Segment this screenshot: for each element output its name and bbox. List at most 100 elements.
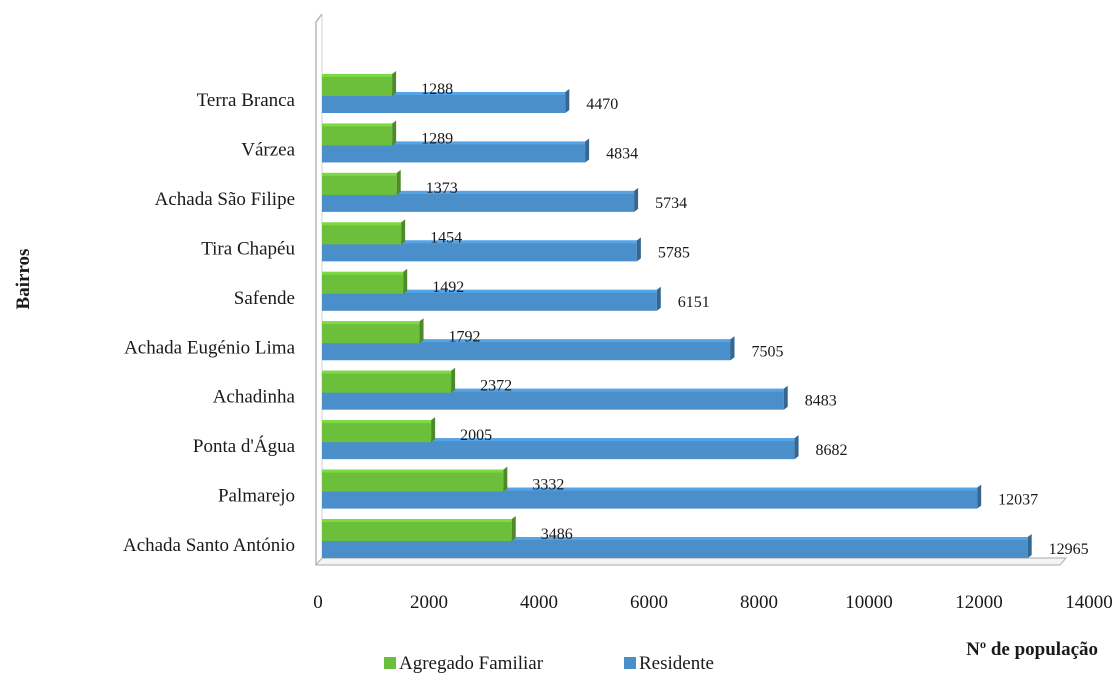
bar-side-residente [794,435,799,460]
data-label-residente: 8483 [805,393,837,410]
data-label-residente: 7505 [751,343,783,360]
bar-side-agregado [511,516,516,542]
category-label: Achadinha [213,387,296,408]
data-label-agregado: 3332 [532,477,564,494]
bar-agregado [322,74,393,96]
data-label-agregado: 1373 [426,180,458,197]
x-tick-label: 8000 [740,592,778,613]
bar-highlight-residente [322,339,731,343]
bar-highlight-agregado [322,370,452,374]
data-label-agregado: 2372 [480,378,512,395]
bar-highlight-agregado [322,420,432,424]
bar-side-residente [634,187,639,212]
bar-residente [322,487,978,509]
bars-group [322,71,1032,559]
data-label-agregado: 3486 [541,526,573,543]
bar-side-residente [730,336,735,361]
bar-side-residente [656,286,661,311]
data-label-residente: 5785 [658,244,690,261]
bar-agregado [322,271,404,294]
data-label-agregado: 1792 [449,328,481,345]
legend-label: Residente [639,653,714,674]
bar-highlight-residente [322,190,635,194]
data-label-residente: 6151 [678,294,710,311]
bar-side-residente [1027,534,1032,559]
bar-agregado [322,519,512,542]
bar-side-agregado [419,318,424,344]
bar-highlight-residente [322,388,784,392]
category-label: Terra Branca [197,90,296,111]
bar-side-residente [783,385,788,410]
bar-side-agregado [451,367,456,393]
category-label: Várzea [241,139,295,160]
x-axis-title: Nº de população [966,639,1098,660]
bar-residente [322,141,586,163]
bar-side-agregado [403,268,408,294]
bar-side-agregado [503,466,508,492]
bar-highlight-agregado [322,172,397,176]
bar-residente [322,438,795,460]
data-label-agregado: 1454 [430,229,462,246]
data-label-residente: 5734 [655,195,687,212]
bar-residente [322,190,635,212]
bar-agregado [322,420,432,443]
bar-residente [322,339,731,361]
bar-side-residente [977,484,982,509]
x-tick-label: 12000 [955,592,1003,613]
x-tick-label: 14000 [1065,592,1113,613]
bar-side-agregado [392,120,397,146]
x-tick-labels: 0 2000 4000 6000 8000 10000 12000 14000 [313,592,1113,613]
data-label-residente: 12965 [1049,541,1089,558]
bar-highlight-residente [322,289,657,293]
bar-agregado [322,172,397,195]
bar-side-agregado [401,219,406,245]
x-tick-label: 4000 [520,592,558,613]
legend-swatch [624,657,636,669]
bar-highlight-residente [322,487,978,491]
bar-side-agregado [392,71,397,96]
y-axis-title: Bairros [13,249,34,310]
bar-side-residente [565,89,570,113]
x-tick-label: 6000 [630,592,668,613]
category-label: Safende [234,288,295,309]
bar-highlight-agregado [322,74,393,77]
bar-side-residente [585,138,590,163]
x-tick-label: 2000 [410,592,448,613]
bar-agregado [322,469,504,492]
category-label: Ponta d'Água [193,435,296,457]
x-tick-label: 0 [313,592,323,613]
bar-highlight-agregado [322,271,404,275]
bar-highlight-agregado [322,123,393,127]
legend-swatch [384,657,396,669]
bar-highlight-residente [322,141,586,145]
back-wall-edge [315,13,323,565]
bar-residente [322,289,657,311]
category-label: Palmarejo [218,486,295,507]
data-label-agregado: 1289 [421,130,453,147]
bar-highlight-residente [322,240,637,244]
bar-agregado [322,222,402,245]
legend: Agregado Familiar Residente [384,653,714,674]
bar-agregado [322,370,452,393]
x-tick-label: 10000 [845,592,893,613]
legend-label: Agregado Familiar [399,653,544,674]
bar-residente [322,537,1028,559]
bar-side-agregado [431,417,436,443]
data-label-residente: 12037 [998,492,1038,509]
category-label: Achada Santo António [123,535,295,556]
data-label-residente: 4834 [606,145,638,162]
bar-residente [322,92,566,113]
bar-agregado [322,321,420,344]
data-label-residente: 8682 [816,442,848,459]
bar-side-agregado [396,169,401,195]
bar-highlight-residente [322,92,566,95]
bar-residente [322,240,637,262]
data-label-agregado: 1288 [421,81,453,98]
bar-highlight-residente [322,438,795,442]
bar-side-residente [636,237,641,262]
category-label: Achada Eugénio Lima [124,337,296,358]
bar-agregado [322,123,393,146]
category-labels: Terra Branca Várzea Achada São Filipe Tira … [123,90,296,556]
